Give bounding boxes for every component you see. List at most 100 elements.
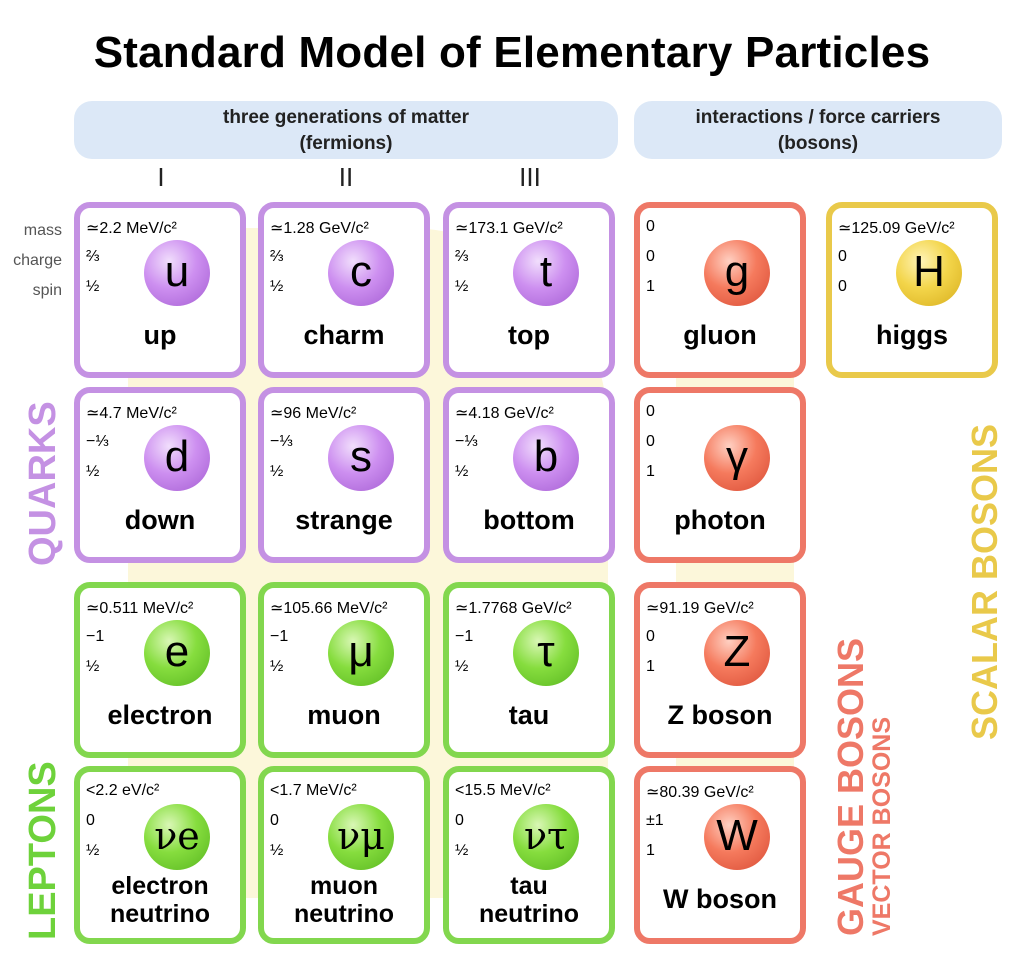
- particle-charge: −⅓: [455, 433, 478, 450]
- particle-spin: ½: [270, 842, 284, 859]
- particle-spin: 1: [646, 842, 655, 859]
- scalar-bosons-label: SCALAR BOSONS: [964, 423, 1005, 740]
- bosons-banner-line2: (bosons): [777, 133, 859, 154]
- particle-mass: ≃1.7768 GeV/c²: [455, 600, 572, 617]
- particle-symbol: e: [144, 620, 210, 686]
- particle-spin: 1: [646, 463, 655, 480]
- fermions-banner-line1: three generations of matter: [223, 107, 469, 128]
- particle-name: tau: [508, 700, 550, 730]
- particle-mass: ≃4.7 MeV/c²: [86, 405, 177, 422]
- particle-symbol: d: [144, 425, 210, 491]
- particle-spin: ½: [455, 278, 469, 295]
- particle-mass: ≃80.39 GeV/c²: [646, 784, 754, 801]
- particle-spin: 1: [646, 278, 655, 295]
- particle-mass: ≃2.2 MeV/c²: [86, 220, 177, 237]
- charge-row-label: charge: [13, 252, 62, 269]
- particle-mass: ≃0.511 MeV/c²: [86, 600, 194, 617]
- particle-charge: ⅔: [86, 248, 100, 265]
- gauge-bosons-label: GAUGE BOSONS: [830, 637, 871, 936]
- particle-card: ≃2.2 MeV/c² ⅔ ½ u up: [74, 202, 246, 378]
- particle-card: ≃4.7 MeV/c² −⅓ ½ d down: [74, 387, 246, 563]
- particle-charge: −1: [86, 628, 105, 645]
- particle-charge: 0: [646, 248, 655, 265]
- particle-symbol: Z: [704, 620, 770, 686]
- particle-charge: 0: [86, 812, 95, 829]
- particle-name: strange: [295, 505, 393, 535]
- particle-spin: ½: [270, 463, 284, 480]
- leptons-label: LEPTONS: [22, 761, 64, 940]
- particle-symbol: τ: [513, 620, 579, 686]
- spin-row-label: spin: [32, 282, 62, 299]
- particle-card: ≃80.39 GeV/c² ±1 1 W W boson: [634, 766, 806, 944]
- particle-spin: ½: [455, 463, 469, 480]
- particle-name: W boson: [663, 884, 777, 914]
- generation-1-label: I: [157, 162, 165, 192]
- particle-symbol: ντ: [513, 804, 579, 870]
- particle-name: photon: [674, 505, 766, 535]
- particle-charge: 0: [646, 628, 655, 645]
- particle-mass: ≃173.1 GeV/c²: [455, 220, 563, 237]
- particle-card: ≃4.18 GeV/c² −⅓ ½ b bottom: [443, 387, 615, 563]
- particle-mass: ≃105.66 MeV/c²: [270, 600, 388, 617]
- quarks-label: QUARKS: [22, 401, 64, 566]
- particle-name: Z boson: [667, 700, 773, 730]
- bosons-banner: interactions / force carriers (bosons): [634, 101, 1002, 159]
- particle-charge: −⅓: [270, 433, 293, 450]
- particle-charge: ±1: [646, 812, 664, 829]
- particle-symbol: νe: [144, 804, 210, 870]
- particle-spin: ½: [86, 463, 100, 480]
- vector-bosons-label: VECTOR BOSONS: [868, 716, 896, 936]
- particle-symbol: H: [896, 240, 962, 306]
- particle-mass: ≃125.09 GeV/c²: [838, 220, 955, 237]
- particle-symbol: t: [513, 240, 579, 306]
- bosons-banner-line1: interactions / force carriers: [695, 107, 941, 128]
- particle-name: top: [508, 320, 550, 350]
- particle-name: tau neutrino: [479, 872, 579, 928]
- particle-spin: 0: [838, 278, 847, 295]
- particle-card: <1.7 MeV/c² 0 ½ νμ muon neutrino: [258, 766, 430, 944]
- particle-mass: ≃4.18 GeV/c²: [455, 405, 554, 422]
- particle-mass: <2.2 eV/c²: [86, 782, 160, 799]
- particle-symbol: u: [144, 240, 210, 306]
- fermions-banner-line2: (fermions): [299, 133, 393, 154]
- particle-spin: ½: [86, 658, 100, 675]
- particle-symbol: νμ: [328, 804, 394, 870]
- fermions-banner: three generations of matter (fermions): [74, 101, 618, 159]
- mass-row-label: mass: [23, 222, 62, 239]
- particle-symbol: b: [513, 425, 579, 491]
- particle-mass: 0: [646, 403, 655, 420]
- particle-card: 0 0 1 g gluon: [634, 202, 806, 378]
- particle-mass: ≃91.19 GeV/c²: [646, 600, 754, 617]
- particle-mass: ≃96 MeV/c²: [270, 405, 357, 422]
- particle-card: <2.2 eV/c² 0 ½ νe electron neutrino: [74, 766, 246, 944]
- particle-spin: 1: [646, 658, 655, 675]
- particle-symbol: γ: [704, 425, 770, 491]
- particle-spin: ½: [86, 842, 100, 859]
- particle-card: ≃1.7768 GeV/c² −1 ½ τ tau: [443, 582, 615, 758]
- particle-symbol: μ: [328, 620, 394, 686]
- particle-name: muon neutrino: [294, 872, 394, 928]
- particle-charge: 0: [270, 812, 279, 829]
- particle-spin: ½: [270, 278, 284, 295]
- particle-charge: 0: [838, 248, 847, 265]
- particle-spin: ½: [270, 658, 284, 675]
- particle-charge: −1: [270, 628, 289, 645]
- particle-card: ≃0.511 MeV/c² −1 ½ e electron: [74, 582, 246, 758]
- particle-charge: ⅔: [270, 248, 284, 265]
- particle-card: ≃173.1 GeV/c² ⅔ ½ t top: [443, 202, 615, 378]
- particle-charge: −⅓: [86, 433, 109, 450]
- particle-card: 0 0 1 γ photon: [634, 387, 806, 563]
- particle-name: electron neutrino: [110, 872, 210, 928]
- particle-symbol: g: [704, 240, 770, 306]
- particle-mass: <1.7 MeV/c²: [270, 782, 357, 799]
- particle-card: <15.5 MeV/c² 0 ½ ντ tau neutrino: [443, 766, 615, 944]
- particle-symbol: c: [328, 240, 394, 306]
- particle-mass: 0: [646, 218, 655, 235]
- generation-2-label: II: [338, 162, 354, 192]
- particle-spin: ½: [86, 278, 100, 295]
- particle-card: ≃91.19 GeV/c² 0 1 Z Z boson: [634, 582, 806, 758]
- particle-card: ≃105.66 MeV/c² −1 ½ μ muon: [258, 582, 430, 758]
- particle-spin: ½: [455, 658, 469, 675]
- particle-charge: 0: [646, 433, 655, 450]
